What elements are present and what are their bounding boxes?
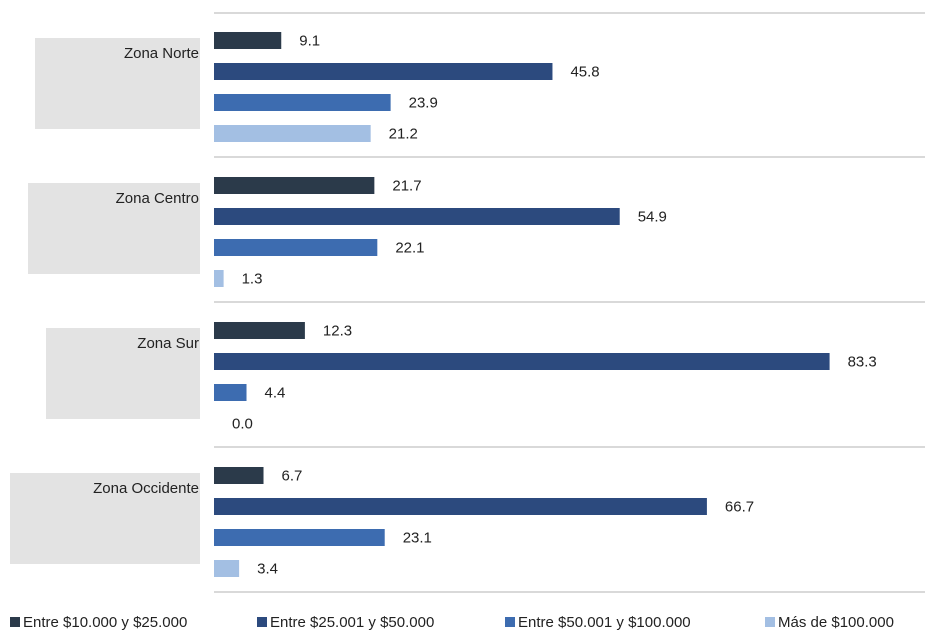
bar-zona-sur-series-3 <box>214 384 247 401</box>
data-label-zona-occidente-series-4: 3.4 <box>257 561 278 578</box>
data-label-zona-centro-series-2: 54.9 <box>638 209 667 226</box>
bar-zona-occidente-series-2 <box>214 498 707 515</box>
bar-zona-centro-series-3 <box>214 239 378 256</box>
category-box-zona-occidente <box>10 473 200 564</box>
category-box-zona-centro <box>28 183 200 274</box>
data-label-zona-sur-series-4: 0.0 <box>232 416 253 433</box>
data-label-zona-centro-series-1: 21.7 <box>392 178 421 195</box>
category-box-zona-sur <box>46 328 200 419</box>
category-labels: Zona Norte Zona Centro Zona Sur Zona Occide… <box>10 38 200 564</box>
category-label-zona-occidente: Zona Occidente <box>93 480 199 497</box>
category-box-zona-norte <box>35 38 200 129</box>
legend-label-series-2: Entre $25.001 y $50.000 <box>270 614 434 631</box>
legend-swatch-series-2 <box>257 617 267 627</box>
legend-swatch-series-1 <box>10 617 20 627</box>
data-label-zona-norte-series-4: 21.2 <box>389 126 418 143</box>
legend-swatch-series-4 <box>765 617 775 627</box>
category-label-zona-centro: Zona Centro <box>116 190 199 207</box>
bar-zona-occidente-series-3 <box>214 529 385 546</box>
data-label-zona-occidente-series-1: 6.7 <box>282 468 303 485</box>
bar-zona-norte-series-1 <box>214 32 282 49</box>
bar-zona-norte-series-3 <box>214 94 391 111</box>
legend-label-series-4: Más de $100.000 <box>778 614 894 631</box>
bar-zona-occidente-series-4 <box>214 560 240 577</box>
group-separators <box>214 12 925 593</box>
data-label-zona-centro-series-4: 1.3 <box>242 271 263 288</box>
bar-zona-occidente-series-1 <box>214 467 264 484</box>
bar-zona-norte-series-2 <box>214 63 553 80</box>
bar-zona-sur-series-2 <box>214 353 830 370</box>
bars <box>214 32 830 577</box>
data-label-zona-norte-series-3: 23.9 <box>409 95 438 112</box>
data-label-zona-sur-series-1: 12.3 <box>323 323 352 340</box>
data-label-zona-sur-series-3: 4.4 <box>265 385 286 402</box>
data-label-zona-norte-series-1: 9.1 <box>299 33 320 50</box>
data-label-zona-occidente-series-3: 23.1 <box>403 530 432 547</box>
bar-zona-sur-series-1 <box>214 322 305 339</box>
bar-zona-centro-series-1 <box>214 177 375 194</box>
legend-label-series-1: Entre $10.000 y $25.000 <box>23 614 187 631</box>
data-label-zona-norte-series-2: 45.8 <box>570 64 599 81</box>
bar-zona-centro-series-2 <box>214 208 620 225</box>
legend-label-series-3: Entre $50.001 y $100.000 <box>518 614 691 631</box>
category-label-zona-norte: Zona Norte <box>124 45 199 62</box>
bar-zona-norte-series-4 <box>214 125 371 142</box>
data-label-zona-occidente-series-2: 66.7 <box>725 499 754 516</box>
legend: Entre $10.000 y $25.000 Entre $25.001 y $… <box>10 614 894 631</box>
data-label-zona-centro-series-3: 22.1 <box>395 240 424 257</box>
bar-zona-centro-series-4 <box>214 270 224 287</box>
data-labels: 9.1 45.8 23.9 21.2 21.7 54.9 22.1 1.3 12.3 83.3 4.… <box>232 33 877 578</box>
legend-swatch-series-3 <box>505 617 515 627</box>
data-label-zona-sur-series-2: 83.3 <box>848 354 877 371</box>
category-label-zona-sur: Zona Sur <box>137 335 199 352</box>
